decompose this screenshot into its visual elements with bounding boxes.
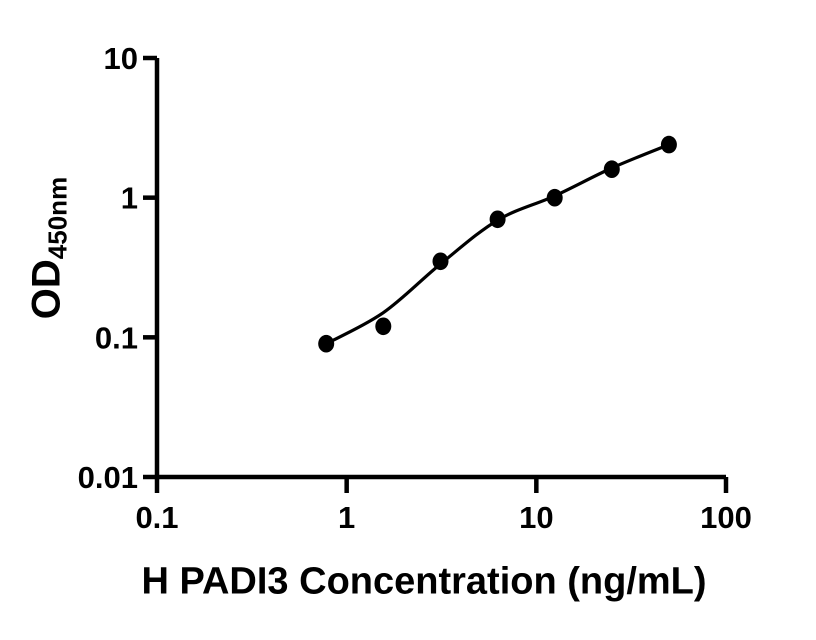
data-point [318, 334, 335, 353]
x-tick-label: 100 [700, 500, 752, 535]
x-tick-label: 10 [519, 500, 553, 535]
data-point [546, 188, 563, 207]
y-tick-label: 10 [104, 41, 138, 76]
x-axis-title: H PADI3 Concentration (ng/mL) [141, 560, 707, 603]
x-tick-label: 0.1 [135, 500, 178, 535]
data-point [432, 252, 449, 271]
x-tick-label: 1 [338, 500, 355, 535]
data-point [489, 210, 506, 229]
y-axis-title-subscript: 450nm [42, 176, 73, 260]
y-tick-label: 0.01 [78, 460, 138, 495]
y-tick-label: 1 [121, 181, 138, 216]
y-axis-title-main: OD [24, 259, 69, 320]
data-point [375, 317, 392, 336]
data-point [603, 160, 620, 178]
y-axis-title: OD450nm [24, 176, 73, 320]
data-point [660, 135, 677, 154]
y-tick-label: 0.1 [95, 320, 138, 355]
